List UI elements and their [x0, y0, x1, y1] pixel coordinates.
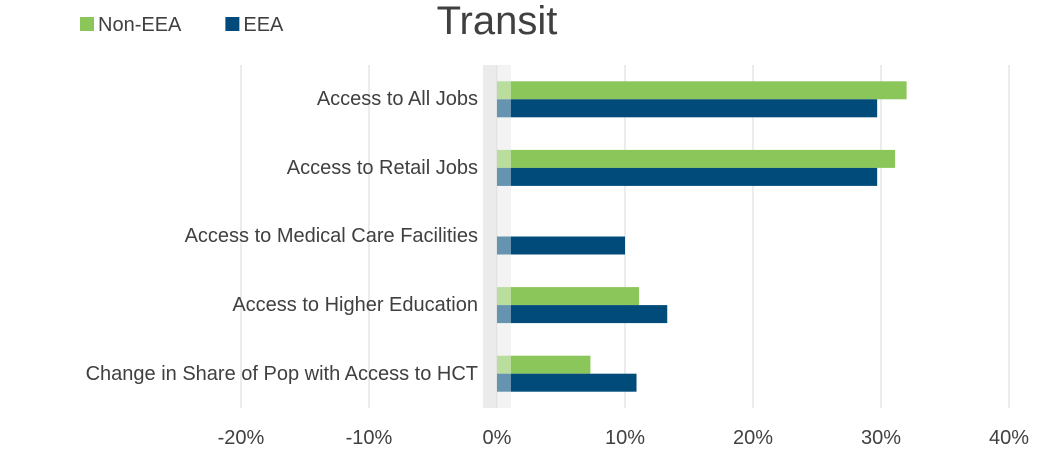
category-text: Access to Medical Care Facilities — [184, 225, 478, 248]
bar — [497, 167, 878, 186]
legend-swatch — [80, 17, 94, 31]
legend-swatch — [225, 17, 240, 31]
category-text: Access to All Jobs — [316, 88, 478, 111]
zero-overlay — [497, 65, 511, 408]
y-tick-label: Access to Retail Jobs — [18, 134, 478, 203]
category-text: Change in Share of Pop with Access to HC… — [85, 362, 478, 385]
x-tick-label: 20% — [733, 427, 773, 449]
x-tick-label: -10% — [346, 427, 393, 449]
legend-label: EEA — [243, 14, 284, 36]
bar — [497, 305, 668, 324]
y-tick-label: Access to Higher Education — [18, 271, 478, 340]
x-tick-label: 30% — [861, 427, 901, 449]
y-tick-label: Change in Share of Pop with Access to HC… — [18, 339, 478, 408]
x-tick-label: 40% — [989, 427, 1029, 449]
x-tick-label: 0% — [483, 427, 512, 449]
y-tick-label: Access to Medical Care Facilities — [18, 202, 478, 271]
category-text: Access to Higher Education — [232, 294, 478, 317]
category-text: Access to Retail Jobs — [286, 156, 478, 179]
bar — [497, 99, 878, 118]
bar — [497, 236, 625, 255]
y-tick-label: Access to All Jobs — [18, 65, 478, 134]
x-tick-label: 10% — [605, 427, 645, 449]
legend-label: Non-EEA — [98, 14, 182, 36]
x-tick-label: -20% — [218, 427, 265, 449]
bar — [497, 81, 907, 100]
bar — [497, 149, 896, 168]
bar — [497, 287, 640, 306]
bar — [497, 373, 637, 392]
bar — [497, 355, 591, 374]
chart-title: Transit — [437, 0, 558, 43]
